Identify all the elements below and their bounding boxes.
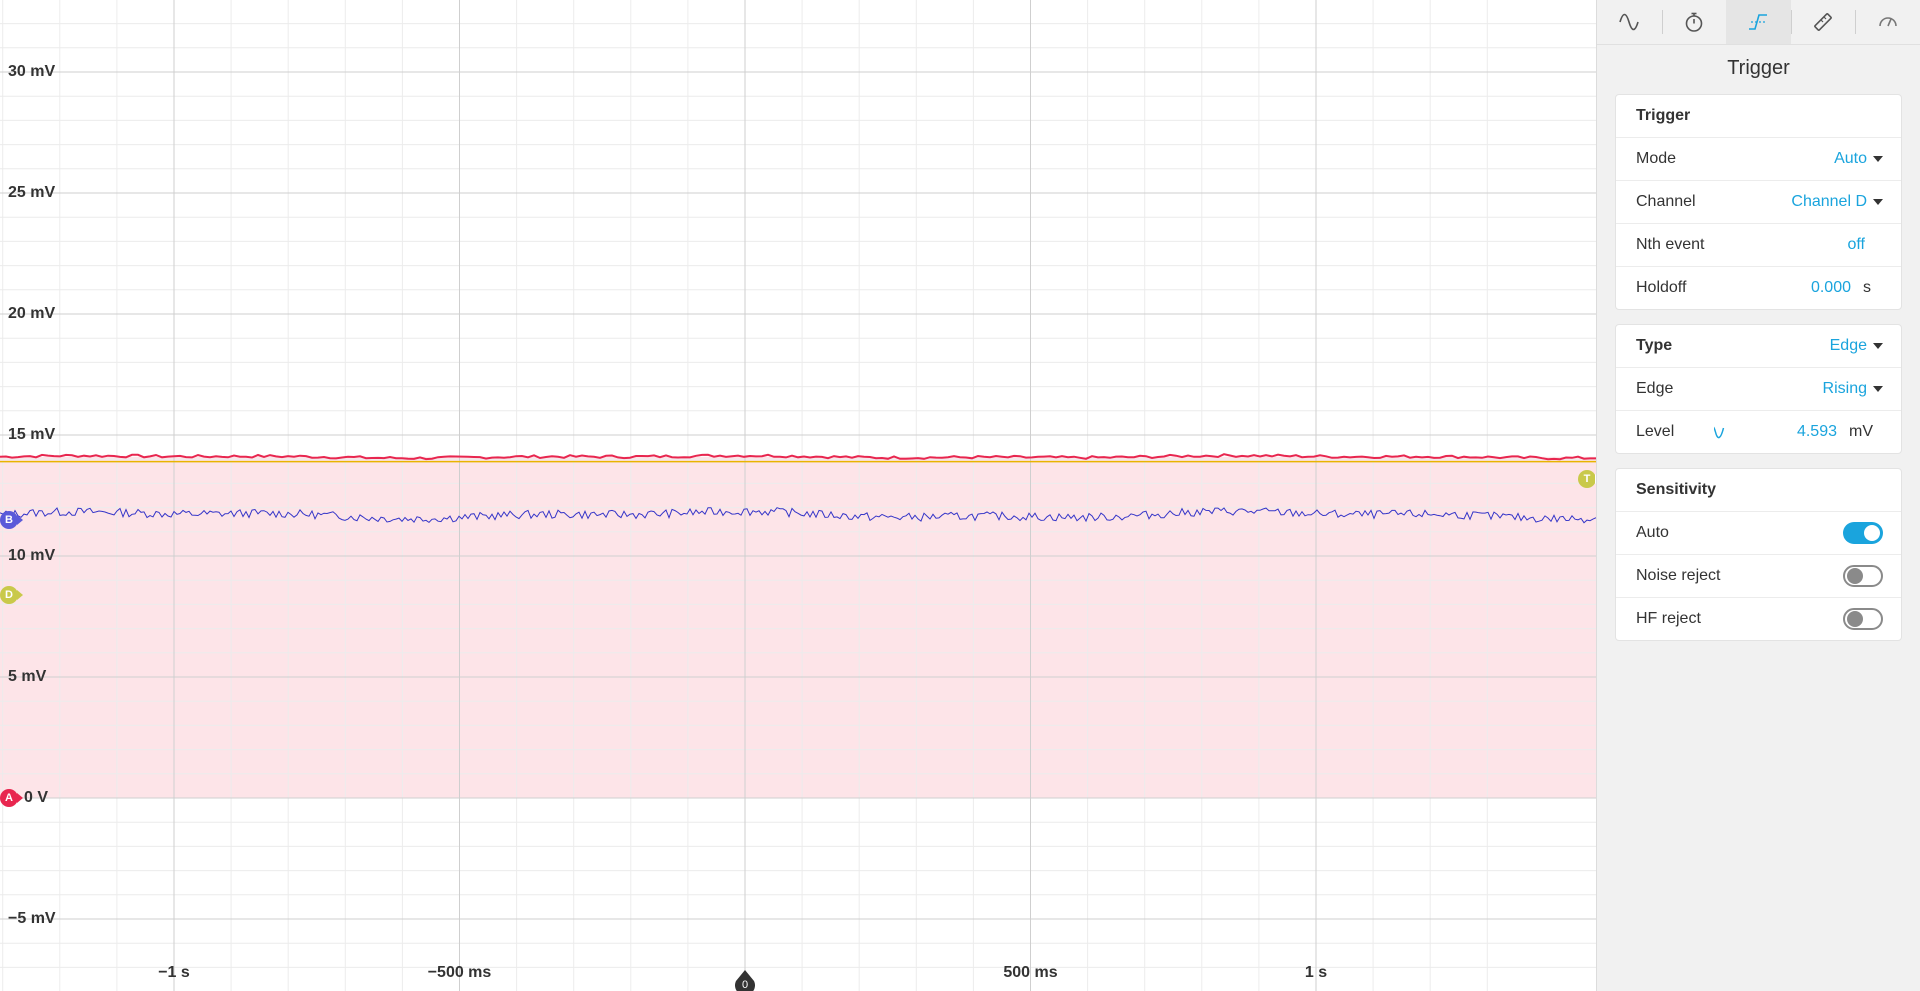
time-zero-marker <box>735 970 755 991</box>
scope-display[interactable]: 0 30 mV 25 mV 20 mV 15 mV 10 mV 5 mV 0 V… <box>0 0 1601 991</box>
y-tick-label: 5 mV <box>8 668 47 685</box>
nth-event-row[interactable]: Nth event off <box>1616 224 1901 267</box>
edge-value: Rising <box>1822 380 1867 397</box>
chevron-down-icon <box>1873 155 1883 162</box>
trigger-edge-icon <box>1749 14 1768 30</box>
sensitivity-heading: Sensitivity <box>1636 481 1717 498</box>
tab-gauge[interactable] <box>1855 0 1920 44</box>
toggle-knob <box>1864 525 1880 541</box>
channel-d-offset-handle[interactable]: D <box>0 585 23 604</box>
tab-trigger[interactable] <box>1726 0 1791 44</box>
chevron-down-icon <box>1873 198 1883 205</box>
trigger-settings-card: Trigger Mode Auto Channel Channel D Nth … <box>1615 94 1902 310</box>
mode-dropdown[interactable]: Auto <box>1834 150 1883 168</box>
holdoff-input[interactable]: 0.000 <box>1810 279 1851 296</box>
ruler-icon <box>1814 13 1832 31</box>
scope-graticule: 0 <box>0 0 1596 991</box>
x-tick-label: 1 s <box>1304 964 1328 981</box>
type-dropdown[interactable]: Edge <box>1830 337 1883 355</box>
trigger-level-handle[interactable]: T <box>1578 469 1601 488</box>
y-tick-label: 15 mV <box>8 426 56 443</box>
y-tick-label: 30 mV <box>8 63 56 80</box>
auto-toggle[interactable] <box>1843 522 1883 544</box>
nth-event-value[interactable]: off <box>1847 236 1866 253</box>
time-zero-label: 0 <box>742 979 748 991</box>
auto-label: Auto <box>1636 524 1669 541</box>
noise-reject-row: Noise reject <box>1616 555 1901 598</box>
side-panel: Trigger Trigger Mode Auto Channel Channe… <box>1596 0 1920 991</box>
holdoff-row: Holdoff 0.000 s <box>1616 267 1901 309</box>
holdoff-unit: s <box>1863 279 1871 296</box>
hf-reject-label: HF reject <box>1636 610 1701 627</box>
trigger-heading: Trigger <box>1636 107 1691 124</box>
rising-edge-icon <box>1714 426 1725 439</box>
x-tick-label: −1 s <box>158 964 190 981</box>
mode-value: Auto <box>1834 150 1867 167</box>
trigger-type-card: Type Edge Edge Rising Level 4.593 mV <box>1615 324 1902 454</box>
sine-wave-icon <box>1619 13 1640 31</box>
tab-timebase[interactable] <box>1661 0 1727 44</box>
chevron-down-icon <box>1873 342 1883 349</box>
trace-red <box>0 453 1596 461</box>
channel-b-offset-handle[interactable]: B <box>0 510 23 529</box>
y-tick-label: 25 mV <box>8 184 56 201</box>
holdoff-label: Holdoff <box>1636 279 1687 296</box>
sensitivity-card: Sensitivity Auto Noise reject HF reject <box>1615 468 1902 641</box>
y-tick-label: −5 mV <box>8 910 56 927</box>
channel-label: Channel <box>1636 193 1696 210</box>
y-tick-label: 0 V <box>24 789 49 806</box>
channel-row[interactable]: Channel Channel D <box>1616 181 1901 224</box>
y-tick-label: 10 mV <box>8 547 56 564</box>
tab-channels[interactable] <box>1597 0 1662 44</box>
x-tick-label: 500 ms <box>1003 964 1058 981</box>
noise-reject-label: Noise reject <box>1636 567 1721 584</box>
nth-event-label: Nth event <box>1636 236 1705 253</box>
level-input[interactable]: 4.593 <box>1796 423 1837 440</box>
mode-row[interactable]: Mode Auto <box>1616 138 1901 181</box>
auto-row: Auto <box>1616 512 1901 555</box>
y-tick-label: 20 mV <box>8 305 56 322</box>
channel-value: Channel D <box>1791 193 1867 210</box>
gauge-icon <box>1878 17 1897 27</box>
level-row: Level 4.593 mV <box>1616 411 1901 453</box>
tab-measurements[interactable] <box>1790 0 1856 44</box>
level-label: Level <box>1636 423 1675 440</box>
edge-dropdown[interactable]: Rising <box>1823 380 1883 398</box>
edge-label: Edge <box>1636 380 1674 397</box>
panel-tabs <box>1597 0 1920 45</box>
x-tick-label: −500 ms <box>427 964 492 981</box>
trace-blue <box>0 507 1596 524</box>
toggle-knob <box>1847 568 1863 584</box>
type-value: Edge <box>1829 337 1867 354</box>
stopwatch-icon <box>1685 12 1703 32</box>
toggle-knob <box>1847 611 1863 627</box>
mode-label: Mode <box>1636 150 1677 167</box>
channel-dropdown[interactable]: Channel D <box>1791 193 1883 211</box>
hf-reject-row: HF reject <box>1616 598 1901 640</box>
chevron-down-icon <box>1873 385 1883 392</box>
hf-reject-toggle[interactable] <box>1843 608 1883 630</box>
noise-reject-toggle[interactable] <box>1843 565 1883 587</box>
type-row[interactable]: Type Edge <box>1616 325 1901 368</box>
level-unit: mV <box>1849 423 1873 440</box>
edge-row[interactable]: Edge Rising <box>1616 368 1901 411</box>
type-label: Type <box>1636 337 1673 354</box>
panel-title: Trigger <box>1727 57 1790 79</box>
channel-a-offset-handle[interactable]: A <box>0 789 23 807</box>
